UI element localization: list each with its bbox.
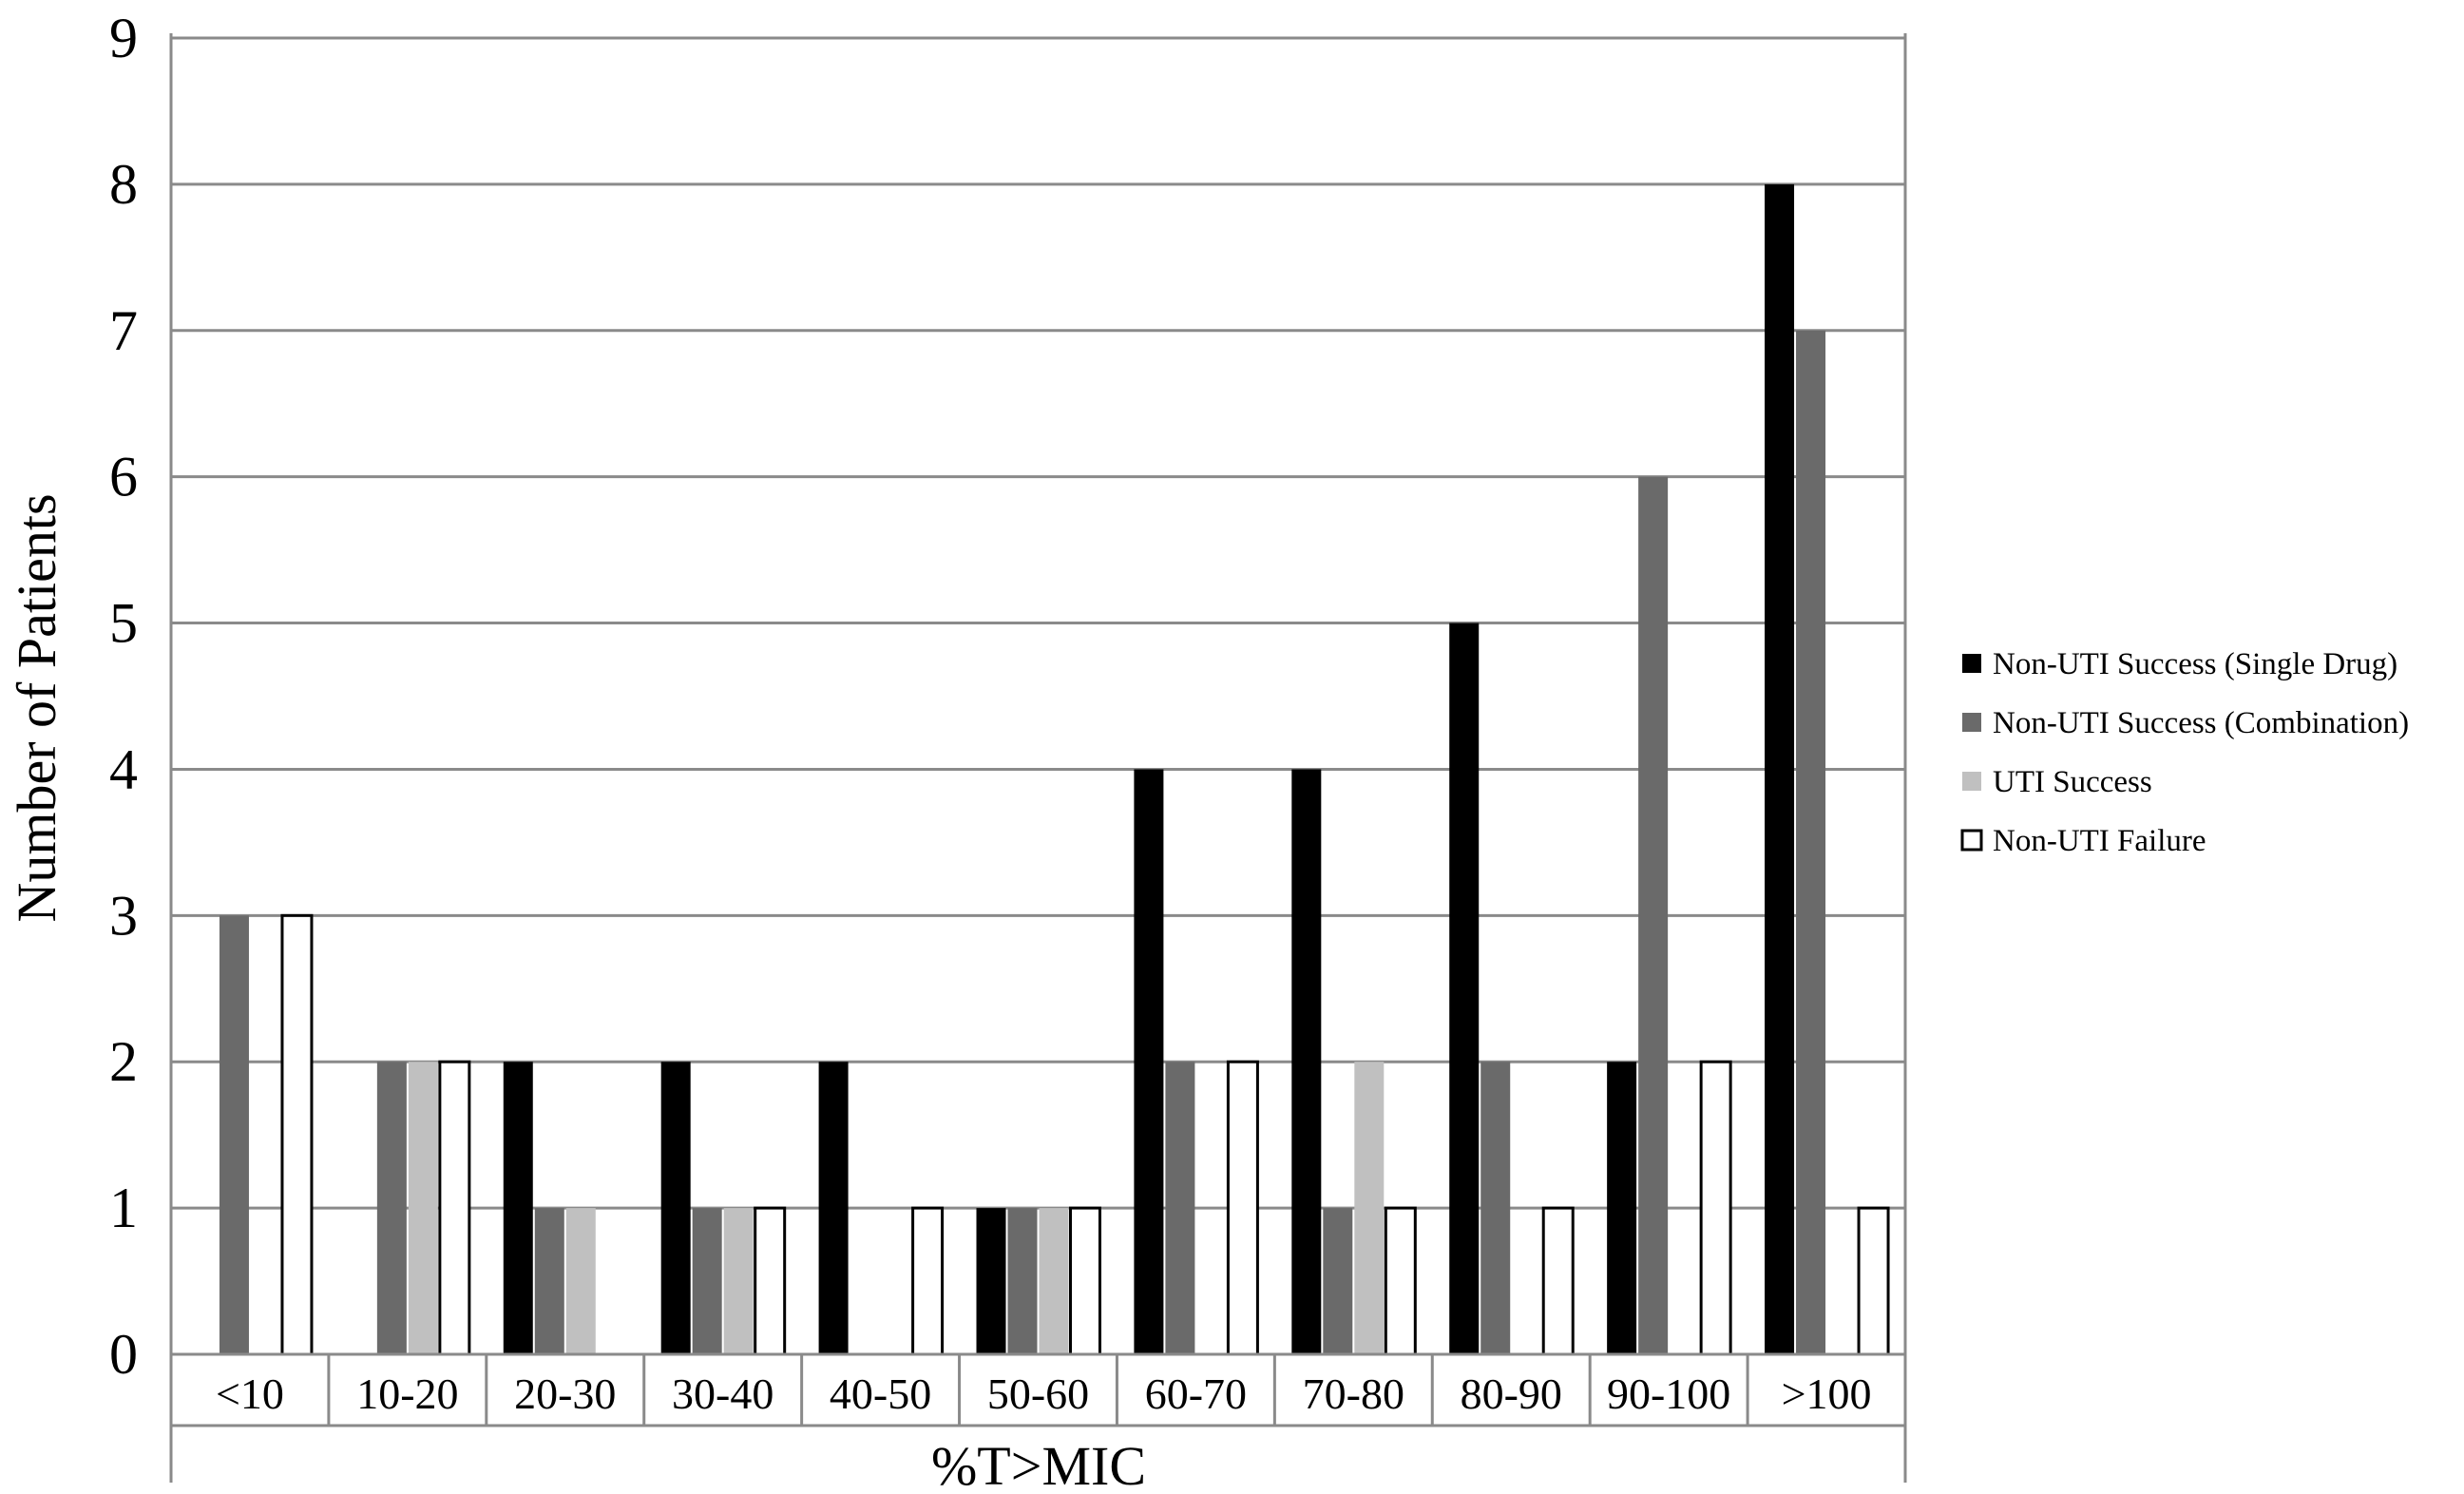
y-tick-label: 4 <box>109 737 138 800</box>
x-tick-label: 50-60 <box>987 1370 1089 1418</box>
x-tick-label: 70-80 <box>1303 1370 1404 1418</box>
bar <box>1796 330 1826 1354</box>
bar <box>1638 476 1669 1355</box>
y-axis-title: Number of Patients <box>6 493 67 922</box>
x-tick-label: <10 <box>216 1370 284 1418</box>
y-tick-label: 1 <box>109 1177 138 1239</box>
bar <box>1607 1062 1637 1354</box>
bar <box>1449 622 1480 1354</box>
legend: Non-UTI Success (Single Drug) Non-UTI Suc… <box>1960 647 2409 858</box>
x-tick-label: 80-90 <box>1461 1370 1562 1418</box>
bar <box>1354 1062 1385 1354</box>
bar <box>1226 1060 1259 1356</box>
bar <box>1480 1062 1511 1354</box>
bar <box>408 1062 438 1354</box>
legend-label: UTI Success <box>1993 765 2152 799</box>
bar <box>376 1062 407 1354</box>
legend-swatch <box>1962 654 1981 673</box>
y-tick-label: 8 <box>109 153 138 216</box>
bar-series <box>219 183 1890 1356</box>
x-tick-label: 10-20 <box>356 1370 458 1418</box>
bar <box>660 1062 691 1354</box>
bar <box>1857 1206 1890 1356</box>
bar <box>1323 1208 1353 1354</box>
y-tick-label: 9 <box>109 7 138 69</box>
y-tick-label: 7 <box>109 299 138 362</box>
bar <box>1291 769 1322 1354</box>
legend-swatch <box>1962 713 1981 732</box>
x-tick-label: >100 <box>1782 1370 1872 1418</box>
y-tick-label: 5 <box>109 592 138 655</box>
bar <box>503 1062 533 1354</box>
axes <box>169 33 1907 1483</box>
bar <box>818 1062 849 1354</box>
bar <box>1069 1206 1101 1356</box>
legend-swatch <box>1960 829 1983 852</box>
legend-label: Non-UTI Success (Single Drug) <box>1993 647 2397 681</box>
bar <box>1699 1060 1732 1356</box>
x-tick-label: 60-70 <box>1145 1370 1247 1418</box>
bar <box>438 1060 471 1356</box>
bar <box>1765 183 1795 1354</box>
bar <box>976 1208 1006 1354</box>
bar <box>565 1208 596 1354</box>
y-tick-label: 2 <box>109 1030 138 1093</box>
bar <box>280 913 314 1356</box>
bar <box>1039 1208 1069 1354</box>
x-tick-label: 20-30 <box>514 1370 616 1418</box>
x-tick-labels: <10 10-20 20-30 30-40 40-50 50-60 60-70 70-80 80… <box>216 1370 1872 1418</box>
bar <box>1165 1062 1195 1354</box>
bar <box>1007 1208 1038 1354</box>
legend-label: Non-UTI Success (Combination) <box>1993 706 2409 740</box>
bar <box>534 1208 564 1354</box>
y-tick-label: 6 <box>109 446 138 508</box>
x-axis-title: %T>MIC <box>931 1435 1146 1494</box>
bar <box>692 1208 722 1354</box>
x-tick-label: 90-100 <box>1607 1370 1730 1418</box>
y-tick-label: 0 <box>109 1323 138 1386</box>
bar <box>911 1206 945 1356</box>
y-tick-labels: 0 1 2 3 4 5 6 7 8 9 <box>109 7 138 1386</box>
bar <box>219 915 249 1354</box>
bar <box>1541 1206 1575 1356</box>
legend-label: Non-UTI Failure <box>1993 824 2206 858</box>
x-tick-label: 30-40 <box>672 1370 774 1418</box>
y-tick-label: 3 <box>109 884 138 947</box>
bar <box>723 1208 754 1354</box>
legend-swatch <box>1962 772 1981 791</box>
x-tick-label: 40-50 <box>830 1370 931 1418</box>
bar <box>754 1206 787 1356</box>
bar <box>1384 1206 1417 1356</box>
bar <box>1134 769 1164 1354</box>
